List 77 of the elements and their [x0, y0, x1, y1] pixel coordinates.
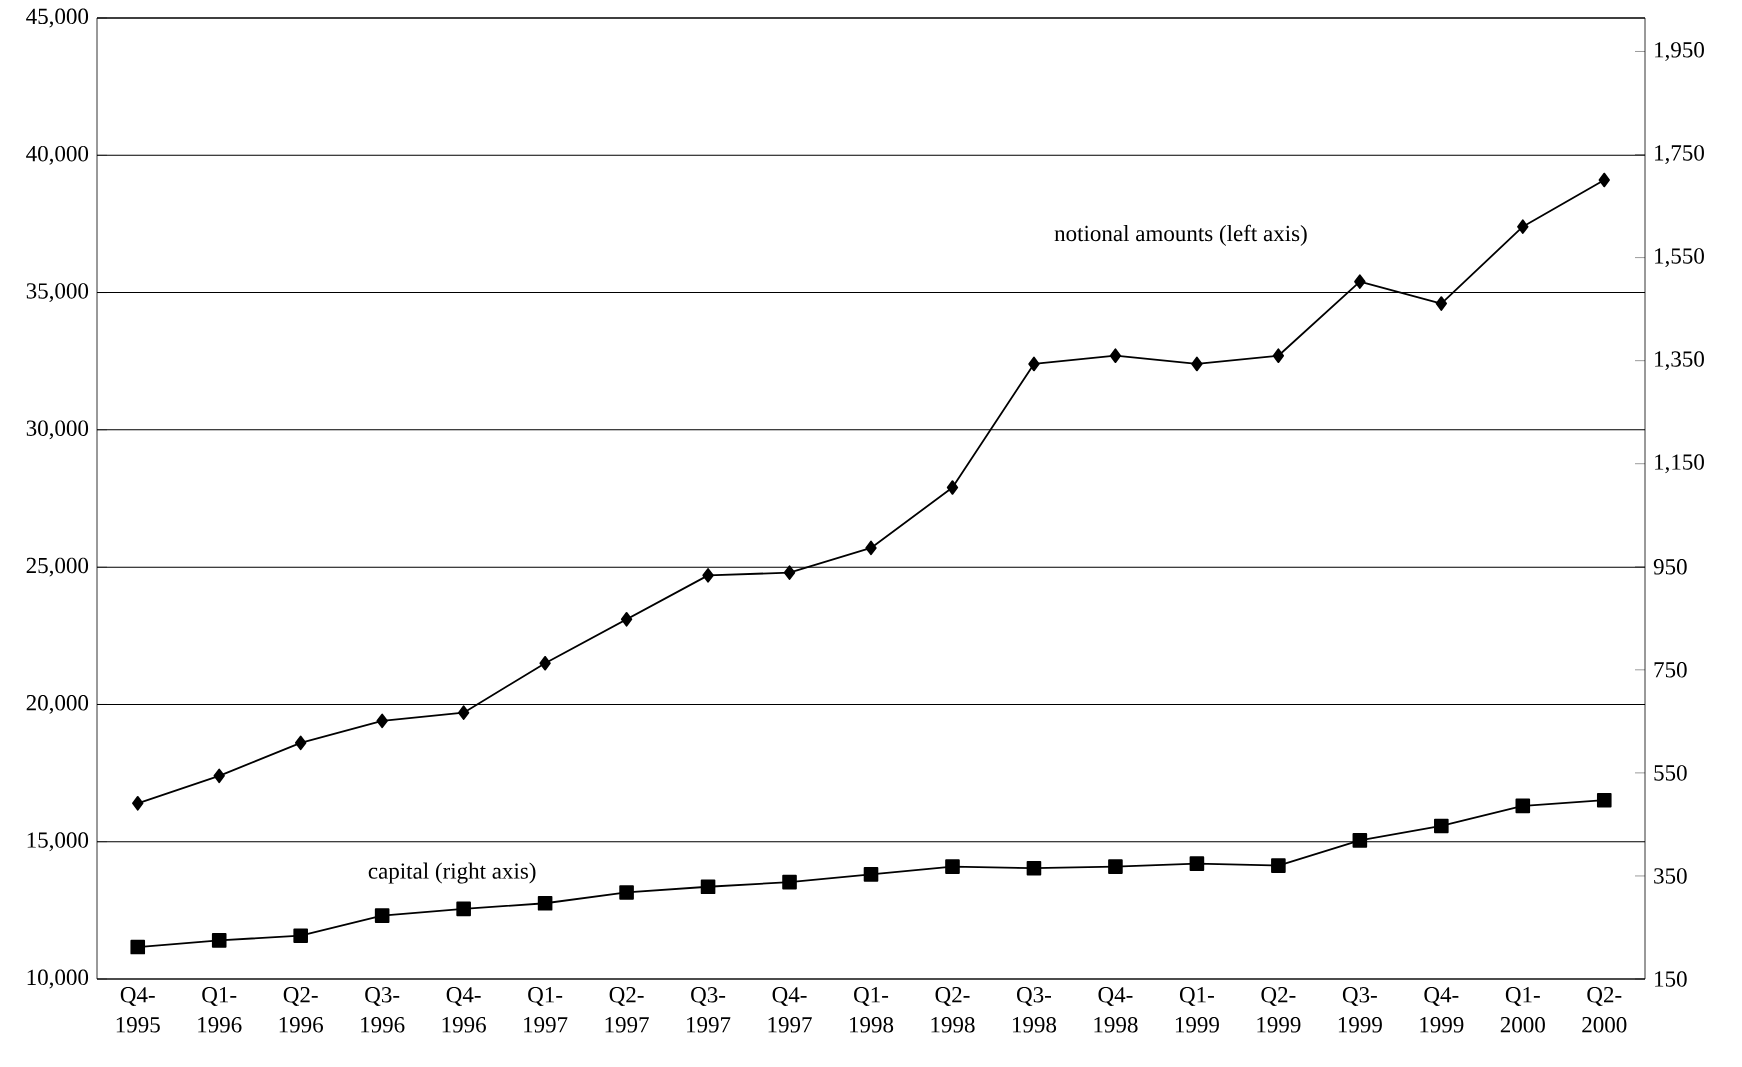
point	[1598, 172, 1610, 188]
y-tick-label: 15,000	[27, 832, 89, 852]
point	[700, 879, 716, 895]
point	[539, 655, 551, 671]
point	[537, 895, 553, 911]
point	[702, 568, 714, 583]
y-tick-label: 10,000	[27, 969, 89, 989]
x-tick-label: Q1-1996	[198, 987, 242, 1033]
point	[865, 540, 877, 556]
y2-tick-label: 750	[1654, 662, 1687, 678]
y2-tick-label: 1,950	[1655, 42, 1704, 61]
point	[863, 867, 879, 882]
x-tick-label: Q2-1996	[279, 987, 324, 1033]
y-tick-label: 35,000	[26, 283, 89, 302]
point	[620, 612, 633, 627]
point	[1434, 818, 1449, 834]
point	[1271, 858, 1286, 873]
x-tick-label: Q2-1998	[931, 987, 975, 1033]
point	[1596, 792, 1612, 808]
y-tick-label: 30,000	[26, 420, 89, 440]
y2-tick-label: 1,550	[1655, 248, 1704, 268]
point	[213, 768, 225, 784]
point	[619, 885, 634, 900]
x-tick-label: Q4-1997	[768, 987, 812, 1033]
y-tick-label: 25,000	[26, 557, 89, 577]
point	[1191, 356, 1203, 372]
point	[1515, 798, 1531, 814]
x-tick-label: Q1-1997	[524, 987, 568, 1033]
x-tick-label: Q4-1999	[1420, 987, 1464, 1033]
y2-tick-label: 1,750	[1655, 145, 1704, 164]
y-tick-label: 40,000	[26, 145, 89, 165]
point	[293, 928, 308, 944]
x-tick-label: Q1-1998	[850, 987, 894, 1033]
y-tick-label: 20,000	[26, 695, 89, 714]
point	[782, 874, 797, 890]
point	[1517, 219, 1529, 234]
x-tick-label: Q3-1998	[1012, 987, 1057, 1033]
point	[945, 859, 960, 874]
point	[132, 795, 144, 811]
x-tick-label: Q4-1995	[116, 987, 160, 1033]
point	[211, 933, 227, 948]
point	[1189, 856, 1205, 871]
point	[1026, 860, 1042, 876]
y2-tick-label: 550	[1654, 765, 1687, 781]
x-tick-label: Q4-1996	[442, 987, 486, 1033]
x-tick-label: Q3-1999	[1338, 987, 1382, 1033]
y2-tick-label: 150	[1655, 971, 1687, 987]
point	[1354, 274, 1366, 289]
x-tick-label: Q3-1996	[361, 987, 405, 1033]
point	[1028, 356, 1040, 372]
point	[376, 713, 388, 729]
point	[457, 705, 470, 720]
x-tick-label: Q4-1998	[1094, 987, 1138, 1033]
y2-tick-label: 950	[1653, 559, 1687, 575]
y2-tick-label: 1,350	[1655, 351, 1704, 371]
point	[1109, 348, 1122, 364]
series-label: capital (right axis)	[368, 862, 536, 884]
point	[1108, 859, 1123, 874]
text: notional amounts (left axis)	[1054, 224, 1307, 246]
x-tick-label: Q3-1997	[687, 987, 731, 1033]
point	[1435, 296, 1448, 311]
y2-tick-label: 1,150	[1655, 454, 1704, 474]
x-tick-label: Q2-2000	[1582, 987, 1627, 1033]
point	[946, 480, 959, 495]
point	[783, 565, 796, 580]
x-tick-label: Q1-1999	[1175, 987, 1219, 1033]
x-tick-label: Q2-1999	[1257, 987, 1301, 1033]
point	[456, 901, 471, 917]
x-tick-label: Q2-1997	[605, 987, 649, 1033]
point	[374, 908, 390, 923]
x-tick-label: Q1-2000	[1500, 987, 1545, 1033]
y-tick-label: 45,000	[26, 8, 89, 28]
point	[130, 939, 146, 955]
point	[1352, 833, 1368, 848]
y2-tick-label: 350	[1654, 868, 1687, 884]
point	[1272, 348, 1285, 364]
point	[294, 735, 307, 751]
